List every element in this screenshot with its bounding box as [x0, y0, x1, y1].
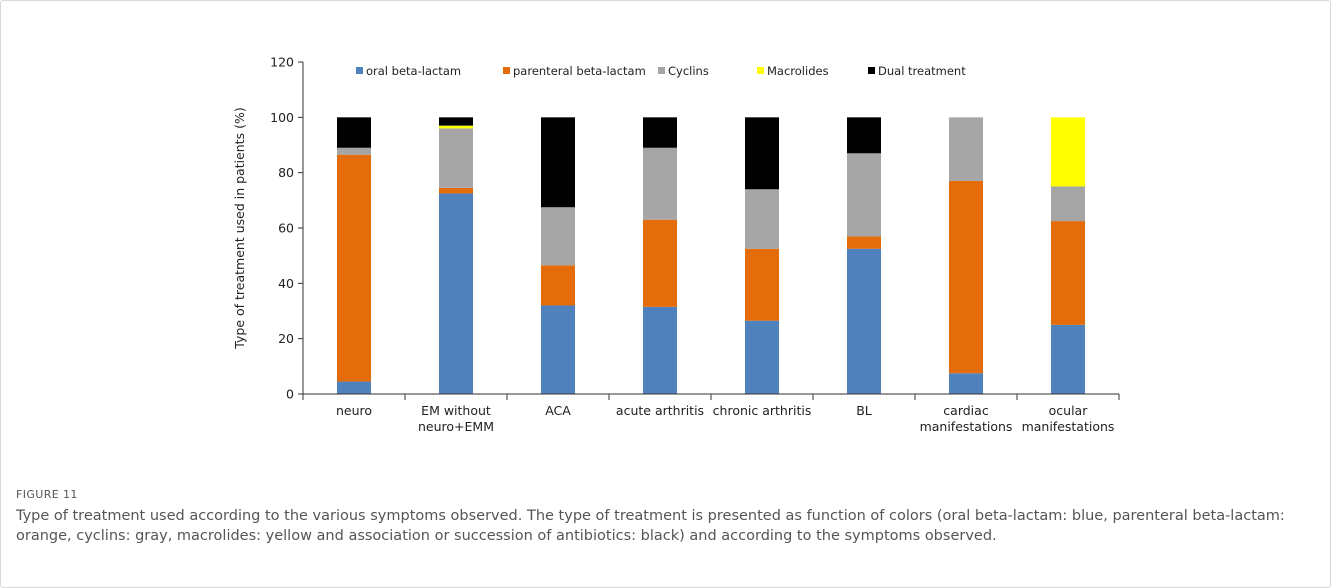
x-tick-label-line: EM without: [421, 403, 491, 418]
bar-stack: [337, 117, 371, 394]
y-tick-label: 60: [278, 221, 294, 236]
bar-segment: [1051, 221, 1085, 325]
legend-label: Macrolides: [767, 64, 829, 78]
bar-segment: [643, 147, 677, 220]
x-tick-label-line: neuro: [336, 403, 372, 418]
y-tick-label: 120: [270, 55, 294, 70]
bar-segment: [439, 193, 473, 394]
legend-swatch: [356, 67, 363, 74]
figure-caption: Type of treatment used according to the …: [16, 508, 1285, 544]
bar-stack: [949, 117, 983, 394]
bar-stack: [745, 117, 779, 394]
bar-segment: [337, 381, 371, 394]
bar-segment: [847, 248, 881, 394]
x-tick-label-line: BL: [856, 403, 872, 418]
legend-item: parenteral beta-lactam: [503, 64, 646, 78]
legend-swatch: [658, 67, 665, 74]
legend-item: Dual treatment: [868, 64, 966, 78]
bar-segment: [439, 125, 473, 129]
legend-item: Cyclins: [658, 64, 709, 78]
legend-swatch: [503, 67, 510, 74]
bar-segment: [643, 117, 677, 148]
y-tick-label: 40: [278, 276, 294, 291]
bar-stack: [1051, 117, 1085, 394]
legend-label: parenteral beta-lactam: [513, 64, 646, 78]
x-tick-label-line: cardiac: [943, 403, 989, 418]
bar-segment: [847, 117, 881, 154]
bar-segment: [337, 154, 371, 382]
x-tick-label: BL: [856, 403, 872, 418]
figure-label: FIGURE 11: [16, 488, 78, 501]
bar-segment: [745, 320, 779, 394]
bar-stack: [439, 117, 473, 394]
x-tick-label-line: neuro+EMM: [418, 419, 494, 434]
bar-segment: [949, 117, 983, 181]
x-tick-label-line: chronic arthritis: [713, 403, 812, 418]
x-tick-label-line: manifestations: [920, 419, 1013, 434]
legend-item: oral beta-lactam: [356, 64, 461, 78]
y-tick-label: 0: [286, 387, 294, 402]
bar-segment: [745, 248, 779, 321]
bar-segment: [439, 117, 473, 126]
y-tick-label: 100: [270, 110, 294, 125]
bar-segment: [439, 187, 473, 194]
x-tick-label: cardiac manifestations: [920, 403, 1013, 434]
bar-segment: [949, 373, 983, 394]
legend-label: Dual treatment: [878, 64, 966, 78]
x-tick-label: ACA: [545, 403, 571, 418]
bar-stack: [847, 117, 881, 394]
bar-segment: [847, 153, 881, 237]
legend-label: oral beta-lactam: [366, 64, 461, 78]
x-tick-label-line: manifestations: [1022, 419, 1115, 434]
bar-segment: [439, 128, 473, 188]
x-axis: neuro EM without neuro+EMM ACA acute arthrit…: [302, 393, 1120, 434]
bar-segment: [1051, 324, 1085, 394]
bar-segment: [1051, 117, 1085, 187]
bar-segment: [541, 117, 575, 208]
bar-stack: [541, 117, 575, 394]
bars: [337, 117, 1085, 394]
bar-segment: [949, 180, 983, 374]
bar-segment: [541, 265, 575, 306]
y-tick-label: 20: [278, 331, 294, 346]
legend-item: Macrolides: [757, 64, 829, 78]
bar-segment: [337, 147, 371, 155]
x-tick-label-line: ocular: [1049, 403, 1089, 418]
y-tick-label: 80: [278, 165, 294, 180]
legend-label: Cyclins: [668, 64, 709, 78]
bar-segment: [337, 117, 371, 148]
chart-legend: oral beta-lactam parenteral beta-lactam Cy…: [356, 64, 966, 78]
x-tick-label: ocular manifestations: [1022, 403, 1115, 434]
bar-segment: [643, 306, 677, 394]
x-tick-label: EM without neuro+EMM: [418, 403, 494, 434]
bar-segment: [541, 305, 575, 394]
x-tick-label-line: ACA: [545, 403, 571, 418]
stacked-bar-chart: oral beta-lactam parenteral beta-lactam Cy…: [232, 55, 1120, 434]
y-axis: 0 20 40 60 80 100 120: [270, 55, 304, 402]
x-tick-label: neuro: [336, 403, 372, 418]
x-tick-label: chronic arthritis: [713, 403, 812, 418]
bar-segment: [745, 117, 779, 190]
bar-stack: [643, 117, 677, 394]
legend-swatch: [868, 67, 875, 74]
bar-segment: [1051, 186, 1085, 222]
bar-segment: [643, 219, 677, 307]
x-tick-label-line: acute arthritis: [616, 403, 704, 418]
bar-segment: [745, 189, 779, 249]
y-axis-label: Type of treatment used in patients (%): [232, 107, 247, 349]
x-tick-label: acute arthritis: [616, 403, 704, 418]
legend-swatch: [757, 67, 764, 74]
bar-segment: [541, 207, 575, 266]
bar-segment: [847, 236, 881, 249]
